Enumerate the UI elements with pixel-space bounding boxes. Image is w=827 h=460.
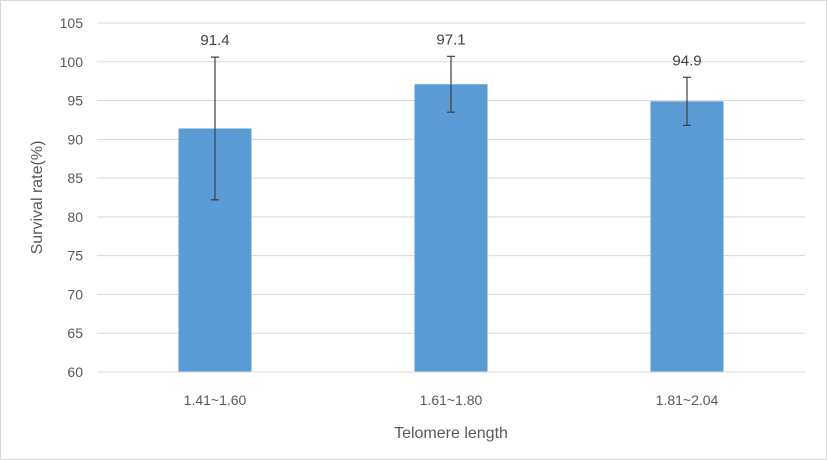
data-label: 94.9 [672,52,701,69]
bars [178,84,724,372]
bar [650,101,724,372]
x-axis-ticks: 1.41~1.60 1.61~1.80 1.81~2.04 [184,392,719,408]
x-tick-label: 1.41~1.60 [184,392,247,408]
y-tick-label: 90 [67,131,83,147]
bar [414,84,488,372]
data-labels: 91.4 97.1 94.9 [200,31,701,69]
error-bars [211,55,691,201]
x-axis-title: Telomere length [394,425,508,442]
y-tick-label: 70 [67,286,83,302]
y-tick-label: 60 [67,364,83,380]
data-label: 97.1 [436,31,465,48]
y-tick-label: 80 [67,209,83,225]
x-tick-label: 1.81~2.04 [656,392,719,408]
y-tick-label: 75 [67,248,83,264]
data-label: 91.4 [200,32,229,49]
y-tick-label: 95 [67,93,83,109]
y-tick-label: 65 [67,325,83,341]
error-bar [683,76,691,126]
y-tick-label: 105 [60,15,84,31]
y-tick-label: 100 [60,54,84,70]
error-bar [447,55,455,113]
y-tick-label: 85 [67,170,83,186]
y-axis-ticks: 60 65 70 75 80 85 90 95 100 105 [60,15,84,380]
x-tick-label: 1.61~1.80 [420,392,483,408]
y-axis-title: Survival rate(%) [29,141,46,255]
error-bar [211,56,219,201]
